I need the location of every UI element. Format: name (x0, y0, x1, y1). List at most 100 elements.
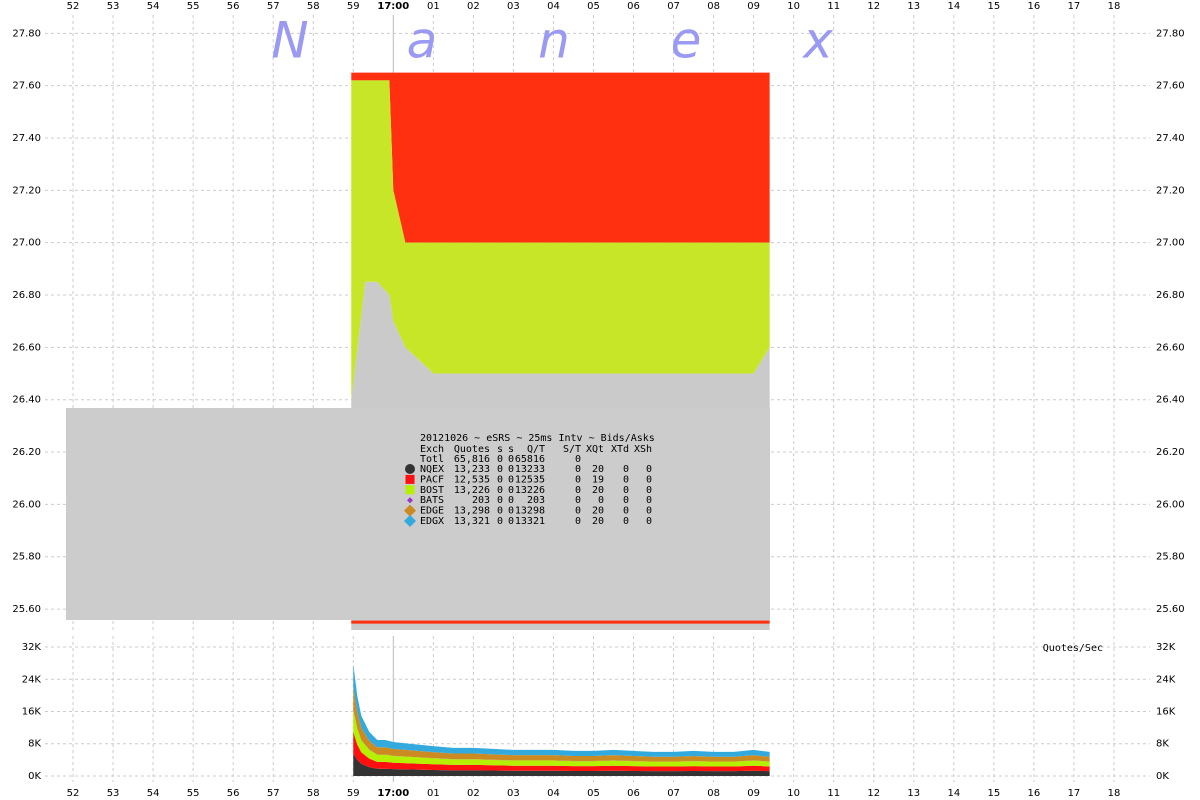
x-tick-label: 18 (1108, 788, 1121, 799)
stats-cell: 0 (575, 495, 581, 506)
stats-column: XTd (611, 444, 629, 455)
stats-cell: 13,298 (454, 506, 490, 517)
stats-cell: 13321 (515, 516, 545, 527)
stats-cell: 0 (623, 474, 629, 485)
x-tick-label: 59 (347, 1, 360, 12)
stats-total: 0 (497, 454, 503, 465)
x-tick-label: 54 (147, 1, 160, 12)
y-tick-label: 26.40 (12, 395, 41, 406)
x-tick-label: 54 (147, 788, 160, 799)
y-tick-label: 27.40 (12, 133, 41, 144)
stats-total: Totl (420, 454, 444, 465)
stats-cell: 0 (575, 474, 581, 485)
stats-column: Quotes (454, 444, 490, 455)
x-tick-label: 01 (427, 1, 440, 12)
y-tick-label: 25.80 (1156, 552, 1185, 563)
stats-cell: 0 (497, 516, 503, 527)
x-tick-label: 12 (867, 788, 880, 799)
x-tick-label: 05 (587, 1, 600, 12)
stats-cell: 0 (623, 464, 629, 475)
quote-rate-area (353, 753, 770, 776)
stats-cell: 13,321 (454, 516, 490, 527)
y-tick-label: 26.20 (12, 447, 41, 458)
stats-column: S/T (563, 444, 581, 455)
x-tick-label: 10 (787, 788, 800, 799)
x-tick-label: 15 (987, 788, 1000, 799)
x-tick-label: 55 (187, 788, 200, 799)
stats-cell: 0 (646, 516, 652, 527)
stats-cell: 0 (575, 464, 581, 475)
y-tick-label: 26.40 (1156, 395, 1185, 406)
stats-cell: 0 (508, 485, 514, 496)
price-band (351, 72, 770, 243)
stats-cell: 0 (497, 495, 503, 506)
x-tick-label: 09 (747, 1, 760, 12)
x-tick-label: 06 (627, 1, 640, 12)
x-tick-label: 57 (267, 788, 280, 799)
y-tick-label: 26.80 (1156, 290, 1185, 301)
y-tick-label: 27.00 (12, 238, 41, 249)
legend-label: BATS (420, 495, 444, 506)
x-tick-label: 17 (1068, 788, 1081, 799)
y-tick-label: 26.60 (1156, 342, 1185, 353)
stats-cell: 0 (497, 474, 503, 485)
x-tick-label: 08 (707, 1, 720, 12)
watermark-letter: x (801, 12, 833, 70)
legend-label: EDGX (420, 516, 444, 527)
x-tick-label: 16 (1028, 788, 1041, 799)
stats-total: 65816 (515, 454, 545, 465)
stats-cell: 13,226 (454, 485, 490, 496)
stats-box (66, 408, 770, 620)
y-tick-label: 27.20 (1156, 185, 1185, 196)
x-tick-label: 11 (827, 1, 840, 12)
y-tick-label: 32K (1156, 642, 1176, 653)
x-tick-label: 53 (107, 1, 120, 12)
y-tick-label: 24K (22, 674, 42, 685)
stats-cell: 0 (646, 485, 652, 496)
quote-rate-area (353, 686, 770, 762)
x-tick-label: 11 (827, 788, 840, 799)
legend-label: BOST (420, 485, 444, 496)
legend-marker (405, 464, 415, 474)
x-tick-label: 13 (907, 788, 920, 799)
x-tick-label: 12 (867, 1, 880, 12)
y-tick-label: 27.60 (12, 81, 41, 92)
y-axis-label: Quotes/Sec (1043, 643, 1103, 654)
stats-cell: 0 (508, 506, 514, 517)
stats-cell: 0 (575, 485, 581, 496)
legend-marker (404, 504, 416, 517)
stats-cell: 12535 (515, 474, 545, 485)
y-tick-label: 26.80 (12, 290, 41, 301)
stats-column: XSh (634, 444, 652, 455)
stats-cell: 203 (527, 495, 545, 506)
watermark-letter: a (407, 12, 438, 70)
legend-marker (407, 497, 413, 504)
y-tick-label: 27.80 (12, 28, 41, 39)
y-tick-label: 8K (1156, 739, 1169, 750)
stats-column: s (508, 444, 514, 455)
x-tick-label: 07 (667, 1, 680, 12)
stats-cell: 0 (623, 516, 629, 527)
x-tick-label: 58 (307, 788, 320, 799)
stats-total: 0 (508, 454, 514, 465)
x-tick-label: 17:00 (377, 788, 409, 799)
y-tick-label: 27.60 (1156, 81, 1185, 92)
stats-total: 65,816 (454, 454, 490, 465)
x-tick-label: 58 (307, 1, 320, 12)
x-tick-label: 07 (667, 788, 680, 799)
y-tick-label: 0K (1156, 771, 1169, 782)
x-tick-label: 52 (67, 1, 80, 12)
stats-column: XQt (586, 444, 604, 455)
stats-title: 20121026 ~ eSRS ~ 25ms Intv ~ Bids/Asks (420, 433, 655, 444)
quote-rate-area (353, 709, 770, 767)
stats-cell: 0 (497, 485, 503, 496)
x-tick-label: 02 (467, 788, 480, 799)
stats-cell: 0 (598, 495, 604, 506)
x-tick-label: 14 (947, 1, 960, 12)
stats-cell: 20 (592, 485, 604, 496)
stats-cell: 12,535 (454, 474, 490, 485)
y-tick-label: 26.00 (1156, 499, 1185, 510)
stats-cell: 13298 (515, 506, 545, 517)
stats-cell: 13,233 (454, 464, 490, 475)
